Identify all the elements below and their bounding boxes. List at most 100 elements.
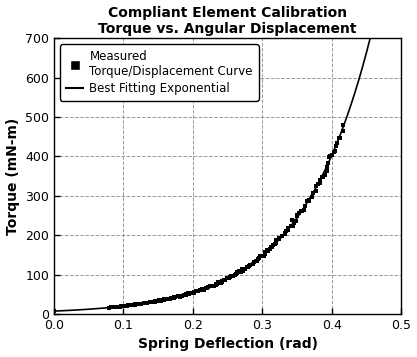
Point xyxy=(203,285,210,291)
Point xyxy=(214,281,220,287)
Point xyxy=(285,227,291,233)
Point xyxy=(271,242,278,247)
Point xyxy=(239,266,245,272)
Point xyxy=(158,297,165,303)
Point xyxy=(213,281,219,287)
Point xyxy=(289,223,296,229)
Point xyxy=(111,304,118,310)
Point xyxy=(262,249,269,255)
Point xyxy=(110,304,117,310)
Point xyxy=(266,246,273,252)
Point xyxy=(323,164,330,170)
Point xyxy=(281,231,288,236)
Point xyxy=(122,303,128,308)
Point xyxy=(164,296,171,302)
Point xyxy=(264,247,271,253)
Point xyxy=(234,270,241,275)
Point xyxy=(324,168,330,174)
Point xyxy=(334,140,341,146)
Point xyxy=(333,143,340,149)
Point xyxy=(177,293,184,299)
Point xyxy=(182,292,189,298)
Point xyxy=(189,290,196,296)
Point xyxy=(161,296,168,302)
Point xyxy=(283,228,289,234)
Point xyxy=(301,203,308,209)
Point xyxy=(279,233,285,239)
Point xyxy=(324,160,331,166)
Point xyxy=(251,259,257,265)
Point xyxy=(181,292,187,298)
Point xyxy=(227,273,234,279)
Point xyxy=(199,286,206,292)
Point xyxy=(270,242,276,248)
Point xyxy=(317,178,323,183)
Point xyxy=(319,174,326,179)
Point xyxy=(237,269,244,275)
Point xyxy=(156,297,163,303)
Point xyxy=(315,181,322,187)
Point xyxy=(153,298,160,304)
Point xyxy=(150,299,156,305)
Point xyxy=(242,266,249,272)
Point xyxy=(198,286,205,292)
Point xyxy=(161,297,167,303)
Point xyxy=(322,172,328,178)
Point xyxy=(320,175,327,180)
Point xyxy=(108,305,115,310)
Point xyxy=(256,255,262,261)
Point xyxy=(186,291,193,297)
Point xyxy=(125,303,132,308)
Point xyxy=(196,287,203,293)
Point xyxy=(224,276,231,281)
Point xyxy=(230,273,237,279)
Point xyxy=(115,304,121,310)
Point xyxy=(222,278,229,283)
Point xyxy=(264,248,271,254)
Point xyxy=(253,258,260,264)
Point xyxy=(249,261,256,267)
Point xyxy=(227,274,234,280)
Point xyxy=(138,301,144,307)
Point xyxy=(261,252,268,257)
Point xyxy=(183,292,189,297)
Point xyxy=(133,301,140,307)
Point xyxy=(339,122,346,128)
Point xyxy=(254,258,260,264)
Point xyxy=(215,279,222,285)
Point xyxy=(232,272,239,277)
Point xyxy=(278,233,285,239)
Point xyxy=(143,300,150,306)
Point xyxy=(305,198,312,203)
Point xyxy=(332,149,338,154)
Point xyxy=(147,300,154,305)
Point xyxy=(124,303,131,308)
Point xyxy=(106,305,113,311)
Point xyxy=(140,301,147,306)
Point xyxy=(176,293,183,299)
Point xyxy=(312,188,319,193)
Point xyxy=(141,300,148,306)
Point xyxy=(168,295,174,301)
Point xyxy=(240,268,247,273)
Point xyxy=(132,302,139,307)
Point xyxy=(291,220,298,226)
Point xyxy=(191,290,197,296)
Point xyxy=(302,203,309,208)
Point xyxy=(191,290,197,295)
Point xyxy=(134,302,141,307)
Point xyxy=(268,245,275,250)
Point xyxy=(129,302,136,308)
Point xyxy=(204,285,211,291)
Point xyxy=(110,305,117,310)
Point xyxy=(115,304,122,310)
Point xyxy=(336,136,343,141)
Point xyxy=(158,298,164,304)
Point xyxy=(217,280,224,286)
Point xyxy=(317,180,323,186)
Point xyxy=(213,282,219,288)
Point xyxy=(152,298,158,304)
Point xyxy=(121,303,127,309)
Point xyxy=(184,291,191,297)
Point xyxy=(132,302,138,307)
